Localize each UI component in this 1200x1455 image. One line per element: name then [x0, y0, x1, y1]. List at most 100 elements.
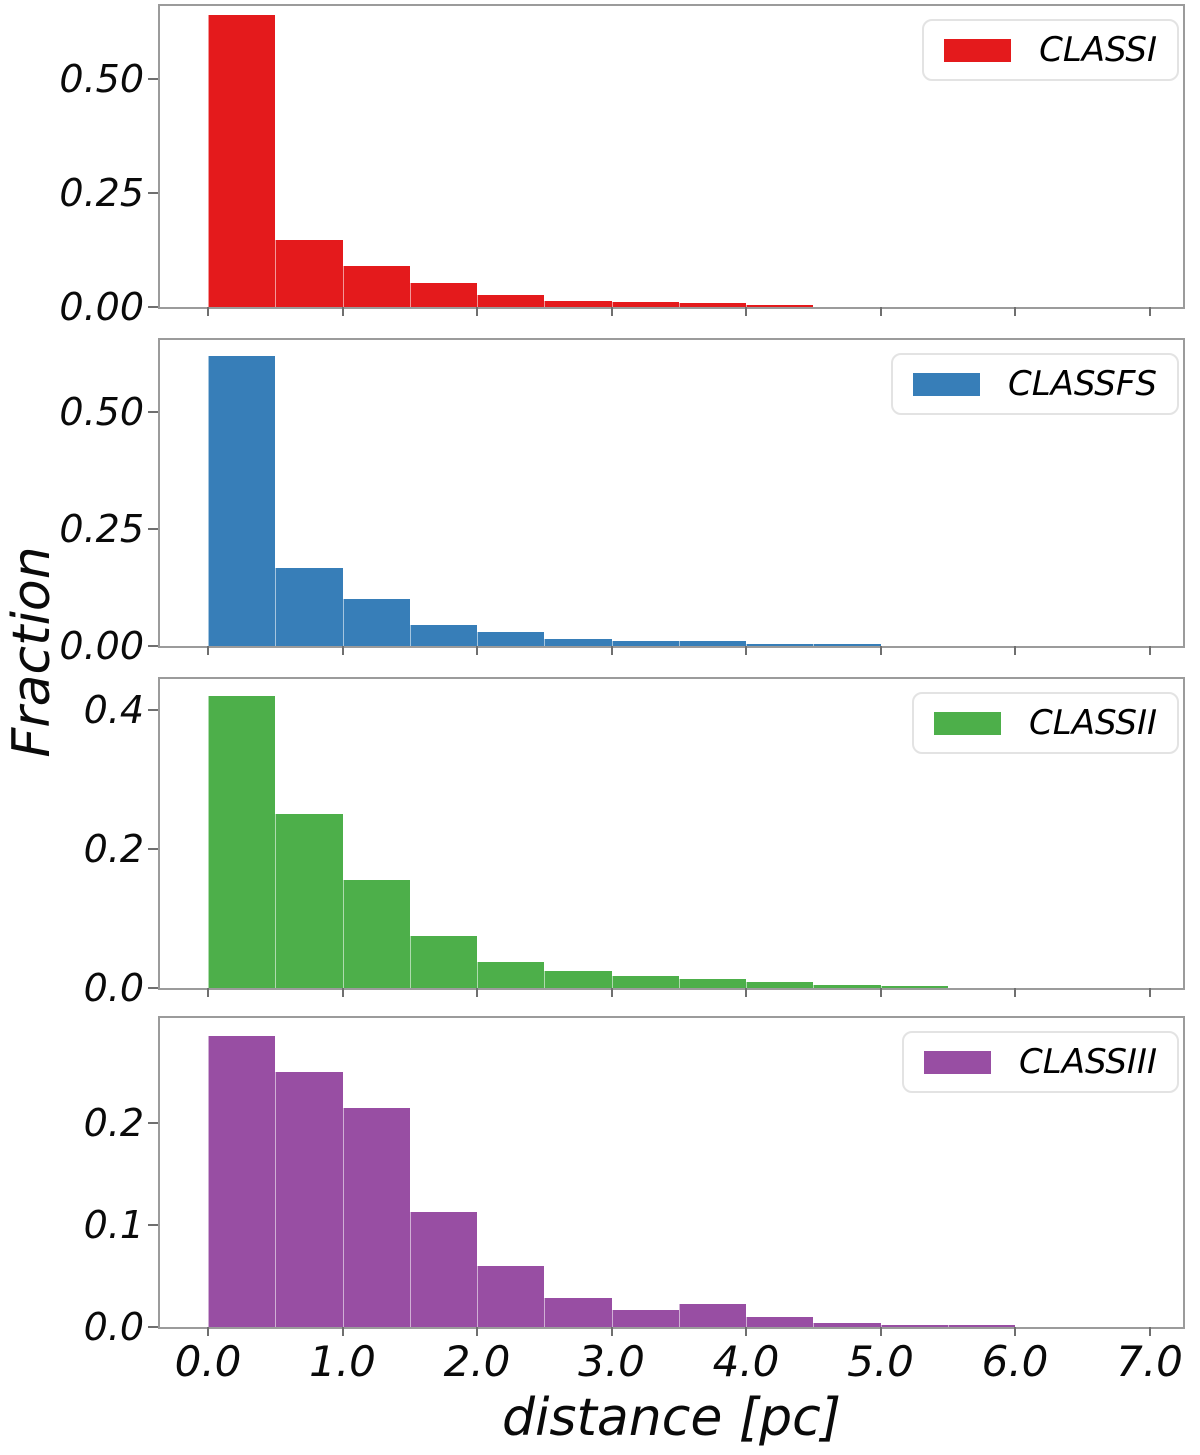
histogram-bar — [208, 696, 276, 988]
y-tick-label: 0.2 — [83, 827, 144, 872]
x-tick-mark — [207, 1327, 209, 1336]
histogram-bar — [678, 303, 746, 307]
histogram-bar — [342, 599, 410, 646]
y-tick-mark — [148, 848, 158, 851]
histogram-bar — [477, 632, 545, 646]
y-tick-label: 0.00 — [59, 624, 144, 668]
y-tick-label: 0.00 — [59, 285, 144, 329]
x-tick-mark — [207, 307, 209, 316]
histogram-bar — [678, 1303, 746, 1327]
legend-swatch-icon — [912, 372, 980, 396]
histogram-bar — [477, 961, 545, 988]
histogram-bar — [342, 880, 410, 988]
x-tick-mark — [1148, 307, 1151, 316]
legend-classi: CLASSI — [922, 19, 1179, 81]
histogram-bar — [409, 624, 477, 646]
histogram-panel-classfs: 0.00 0.25 0.50 CLASSFS — [59, 338, 1185, 665]
histogram-bar — [611, 1310, 679, 1327]
histogram-bar — [880, 986, 948, 988]
y-tick-label: 0.50 — [59, 56, 144, 101]
histogram-bar — [342, 265, 410, 307]
x-tick-label: 4.0 — [712, 1337, 780, 1386]
x-tick-label: 7.0 — [1116, 1337, 1183, 1386]
x-tick-mark — [476, 307, 478, 316]
x-tick-mark — [1014, 307, 1016, 316]
x-tick-mark — [610, 307, 613, 316]
legend-label: CLASSIII — [1019, 1042, 1157, 1082]
x-tick-mark — [610, 646, 613, 655]
histogram-bar — [947, 1324, 1015, 1327]
histogram-bar — [746, 644, 814, 646]
histogram-panel-classiii: 0.0 0.1 0.2 0.0 1.0 2.0 3.0 4.0 5.0 6.0 7.0 CLASSII… — [84, 1016, 1185, 1383]
x-tick-mark — [879, 646, 882, 655]
histogram-bar — [208, 356, 276, 646]
x-tick-label: 3.0 — [578, 1337, 645, 1386]
x-tick-mark — [341, 1327, 344, 1336]
y-tick-label: 0.1 — [83, 1203, 144, 1248]
x-tick-mark — [207, 988, 209, 997]
y-tick-mark — [148, 528, 158, 531]
histogram-bar — [880, 1324, 948, 1327]
legend-label: CLASSII — [1029, 703, 1157, 743]
histogram-bar — [342, 1107, 410, 1327]
y-tick-label: 0.0 — [83, 1305, 144, 1349]
y-tick-label: 0.50 — [59, 390, 144, 435]
x-tick-mark — [745, 646, 747, 655]
histogram-bar — [275, 1072, 343, 1327]
x-tick-mark — [476, 988, 478, 997]
histogram-bar — [813, 644, 881, 646]
legend-label: CLASSI — [1039, 30, 1157, 70]
x-tick-label: 5.0 — [847, 1337, 914, 1386]
x-tick-mark — [1148, 1327, 1151, 1336]
x-tick-label: 0.0 — [174, 1337, 242, 1386]
histogram-bar — [611, 640, 679, 646]
histogram-bar — [746, 982, 814, 988]
y-tick-mark — [148, 987, 158, 989]
histogram-bar — [477, 1265, 545, 1327]
x-tick-mark — [745, 307, 747, 316]
histogram-bar — [746, 304, 814, 307]
x-tick-label: 1.0 — [309, 1337, 376, 1386]
x-tick-mark — [1014, 646, 1016, 655]
legend-classiii: CLASSIII — [902, 1031, 1179, 1093]
y-axis-label: Fraction — [2, 546, 62, 758]
histogram-bar — [611, 301, 679, 307]
histogram-panel-classii: 0.0 0.2 0.4 CLASSII — [84, 677, 1185, 1007]
histogram-bar — [409, 935, 477, 988]
x-tick-mark — [610, 1327, 613, 1336]
histogram-bar — [611, 975, 679, 988]
legend-classii: CLASSII — [912, 692, 1179, 754]
histogram-bar — [746, 1316, 814, 1327]
y-tick-label: 0.4 — [83, 688, 144, 733]
legend-label: CLASSFS — [1007, 364, 1157, 404]
histogram-bar — [409, 1211, 477, 1327]
histogram-bar — [544, 1298, 612, 1327]
histogram-bar — [275, 814, 343, 988]
histogram-bar — [477, 295, 545, 307]
y-tick-mark — [148, 1326, 158, 1328]
x-tick-mark — [341, 988, 344, 997]
y-tick-label: 0.0 — [83, 966, 144, 1010]
x-axis-label: distance [pc] — [501, 1388, 842, 1448]
y-tick-mark — [148, 191, 158, 194]
x-tick-mark — [745, 988, 747, 997]
x-tick-mark — [1014, 988, 1016, 997]
legend-swatch-icon — [924, 1050, 992, 1074]
x-tick-mark — [341, 307, 344, 316]
histogram-bar — [544, 301, 612, 307]
y-tick-label: 0.25 — [59, 170, 144, 215]
histogram-bar — [678, 978, 746, 988]
y-tick-mark — [148, 709, 158, 712]
y-tick-label: 0.25 — [59, 507, 144, 552]
x-tick-mark — [1014, 1327, 1016, 1336]
x-tick-label: 2.0 — [443, 1337, 511, 1386]
histogram-bar — [544, 638, 612, 646]
y-tick-label: 0.2 — [83, 1101, 144, 1146]
histogram-bar — [275, 239, 343, 307]
x-tick-mark — [1148, 646, 1151, 655]
x-tick-mark — [476, 646, 478, 655]
legend-swatch-icon — [944, 38, 1012, 62]
histogram-bar — [208, 1036, 276, 1327]
x-tick-mark — [745, 1327, 747, 1336]
